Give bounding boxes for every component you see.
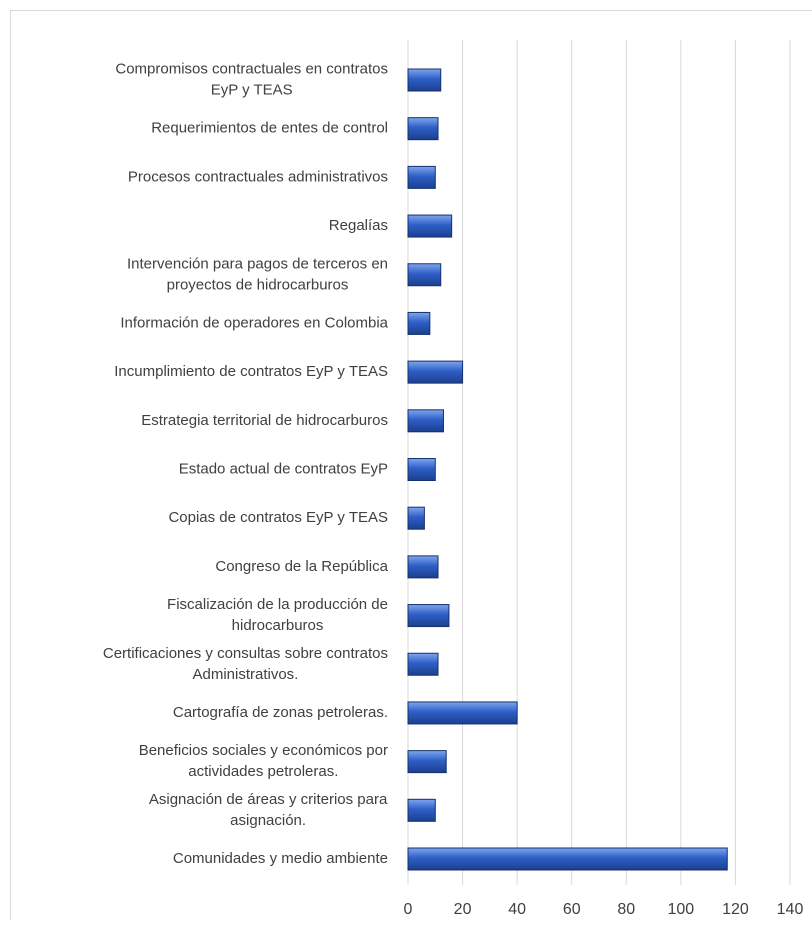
x-tick-label: 100: [668, 901, 695, 918]
x-tick-label: 120: [722, 901, 749, 918]
bar: [408, 653, 438, 675]
y-tick-label: Información de operadores en Colombia: [120, 314, 388, 331]
bar: [408, 264, 441, 286]
bar: [408, 69, 441, 91]
bar: [408, 605, 449, 627]
y-tick-label: Procesos contractuales administrativos: [128, 168, 388, 185]
bar: [408, 166, 435, 188]
bar: [408, 507, 424, 529]
y-tick-label: Estrategia territorial de hidrocarburos: [141, 412, 388, 429]
bar: [408, 215, 452, 237]
y-tick-label: Copias de contratos EyP y TEAS: [168, 509, 388, 526]
y-tick-label: Congreso de la República: [215, 558, 388, 575]
bar: [408, 361, 463, 383]
y-tick-label: Cartografía de zonas petroleras.: [173, 704, 388, 721]
x-tick-label: 140: [777, 901, 804, 918]
x-tick-label: 60: [563, 901, 581, 918]
y-tick-label: Requerimientos de entes de control: [151, 120, 388, 137]
y-tick-label: Incumplimiento de contratos EyP y TEAS: [114, 363, 388, 380]
y-tick-label: Comunidades y medio ambiente: [173, 850, 388, 867]
bar: [408, 848, 727, 870]
y-tick-label: Regalías: [329, 217, 388, 234]
bar: [408, 799, 435, 821]
x-tick-label: 40: [508, 901, 526, 918]
bar: [408, 556, 438, 578]
bar: [408, 410, 443, 432]
bar: [408, 702, 517, 724]
bar: [408, 459, 435, 481]
x-tick-label: 80: [617, 901, 635, 918]
x-tick-label: 20: [454, 901, 472, 918]
bar: [408, 751, 446, 773]
bar: [408, 118, 438, 140]
bar: [408, 312, 430, 334]
y-tick-label: Estado actual de contratos EyP: [179, 460, 388, 477]
x-tick-label: 0: [404, 901, 413, 918]
